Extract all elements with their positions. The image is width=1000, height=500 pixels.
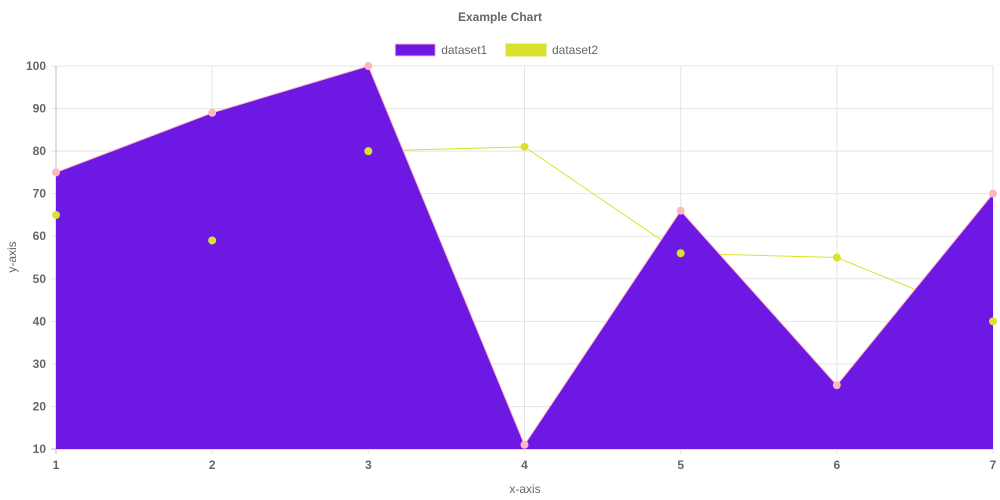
legend-swatch-dataset1[interactable] bbox=[394, 43, 436, 57]
data-point-dataset2[interactable] bbox=[364, 147, 373, 156]
x-tick-label: 5 bbox=[677, 458, 684, 472]
legend-label-dataset1[interactable]: dataset1 bbox=[441, 43, 487, 57]
data-point-dataset2[interactable] bbox=[832, 253, 841, 262]
x-tick-label: 3 bbox=[365, 458, 372, 472]
y-tick-label: 30 bbox=[33, 357, 47, 371]
y-tick-label: 90 bbox=[33, 102, 47, 116]
y-tick-label: 80 bbox=[33, 144, 47, 158]
x-tick-label: 1 bbox=[53, 458, 60, 472]
data-point-dataset1[interactable] bbox=[832, 381, 841, 390]
y-axis-label: y-axis bbox=[5, 241, 19, 272]
data-point-dataset2[interactable] bbox=[208, 236, 217, 245]
data-point-dataset1[interactable] bbox=[520, 440, 529, 449]
data-point-dataset1[interactable] bbox=[364, 62, 373, 70]
legend-swatch-dataset2[interactable] bbox=[505, 43, 547, 57]
x-tick-label: 7 bbox=[990, 458, 997, 472]
chart-title: Example Chart bbox=[458, 10, 542, 24]
x-tick-label: 4 bbox=[521, 458, 528, 472]
y-tick-label: 60 bbox=[33, 229, 47, 243]
points-layer bbox=[52, 62, 997, 449]
x-tick-label: 2 bbox=[209, 458, 216, 472]
y-tick-label: 20 bbox=[33, 399, 47, 413]
series-area-dataset1 bbox=[56, 66, 993, 449]
x-axis-label: x-axis bbox=[509, 482, 540, 496]
data-point-dataset1[interactable] bbox=[52, 168, 60, 177]
data-point-dataset2[interactable] bbox=[52, 210, 60, 219]
data-point-dataset1[interactable] bbox=[989, 189, 997, 198]
legend-label-dataset2[interactable]: dataset2 bbox=[552, 43, 598, 57]
y-tick-label: 50 bbox=[33, 272, 47, 286]
data-point-dataset1[interactable] bbox=[208, 108, 217, 117]
x-axis-ticks: 1 2 3 4 5 6 7 bbox=[53, 458, 997, 472]
y-tick-label: 40 bbox=[33, 314, 47, 328]
y-tick-label: 100 bbox=[26, 59, 46, 73]
data-point-dataset2[interactable] bbox=[520, 142, 529, 151]
data-point-dataset1[interactable] bbox=[676, 206, 685, 215]
legend: dataset1 dataset2 bbox=[394, 43, 598, 57]
y-tick-label: 70 bbox=[33, 187, 47, 201]
x-tick-label: 6 bbox=[833, 458, 840, 472]
y-axis-ticks: 10 20 30 40 50 60 70 80 90 100 bbox=[26, 59, 46, 456]
data-point-dataset2[interactable] bbox=[676, 249, 685, 258]
data-point-dataset2[interactable] bbox=[989, 317, 997, 326]
y-tick-label: 10 bbox=[33, 442, 47, 456]
